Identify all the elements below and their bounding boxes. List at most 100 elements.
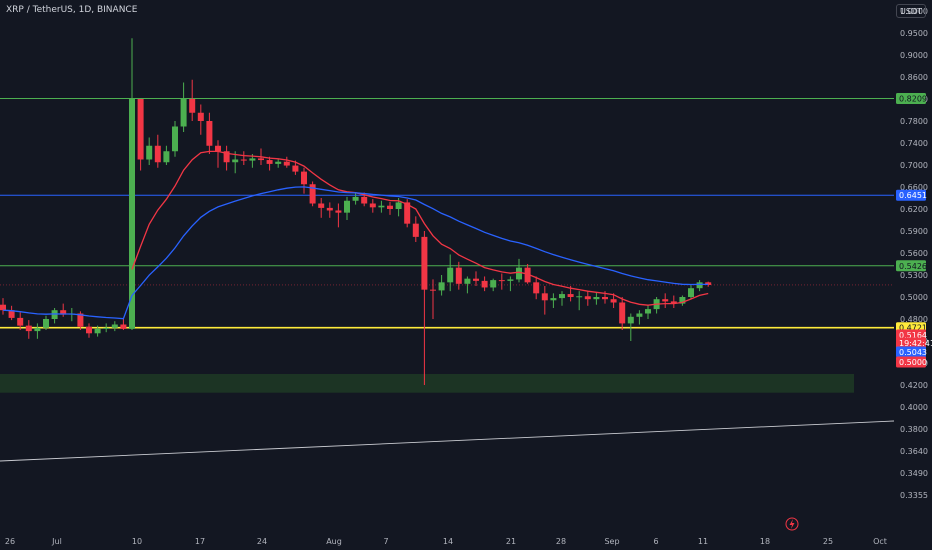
candle-body	[662, 299, 669, 302]
candle-body	[567, 294, 574, 297]
candle-body	[301, 171, 307, 185]
time-tick-label: 6	[653, 537, 658, 546]
candle-body	[507, 279, 514, 281]
price-tag: 0.5043	[899, 348, 927, 357]
support-zone	[0, 374, 854, 393]
price-tag-bg	[896, 356, 926, 368]
time-tick-label: 7	[383, 537, 388, 546]
level-price-tag: 0.8209	[899, 95, 927, 104]
candle-body	[232, 159, 239, 163]
price-tick-label: 0.5300	[900, 271, 928, 280]
candle-body	[197, 112, 204, 121]
candle-body	[670, 301, 677, 304]
candle-body	[34, 327, 41, 332]
level-price-tag-bg	[896, 260, 926, 272]
candle-body	[335, 210, 342, 213]
price-tick-label: 0.9500	[900, 29, 928, 38]
candle-body	[602, 297, 608, 300]
time-tick-label: 11	[698, 537, 708, 546]
candle-body	[430, 289, 436, 291]
time-tick-label: Oct	[873, 537, 887, 546]
candle-body	[619, 302, 626, 324]
candle-body	[490, 280, 497, 288]
price-tick-label: 0.4200	[900, 381, 928, 390]
candle-body	[51, 310, 58, 319]
candle-body	[352, 196, 359, 201]
time-tick-label: 21	[506, 537, 516, 546]
price-tick-label: 0.3490	[900, 469, 928, 478]
trend-line	[0, 420, 895, 462]
time-tick-label: 28	[556, 537, 566, 546]
time-tick-label: Jul	[51, 537, 62, 546]
price-tag-bg	[896, 346, 926, 358]
price-tick-label: 0.4000	[900, 403, 928, 412]
price-tick-label: 0.7000	[900, 161, 928, 170]
candle-body	[576, 296, 583, 298]
price-tick-label: 0.3640	[900, 447, 928, 456]
candle-body	[705, 282, 712, 285]
candle-body	[86, 326, 92, 334]
candle-body	[404, 202, 411, 224]
candle-body	[258, 158, 264, 161]
candle-body	[275, 161, 282, 164]
candle-body	[240, 159, 247, 161]
candle-body	[8, 310, 15, 318]
candle-body	[154, 145, 161, 163]
level-price-tag-bg	[896, 189, 926, 201]
candle-body	[25, 325, 32, 332]
candle-body	[516, 267, 522, 280]
price-tick-label: 0.6200	[900, 205, 928, 214]
time-tick-label: 25	[823, 537, 833, 546]
candles	[0, 38, 712, 385]
candle-body	[326, 207, 333, 211]
candle-body	[0, 304, 6, 311]
candle-body	[17, 317, 24, 326]
time-tick-label: Aug	[326, 537, 342, 546]
price-tick-label: 0.7400	[900, 139, 928, 148]
time-axis[interactable]: 26 Jul 10 17 24 Aug 7 14 21 28 Sep 6 11 18 25 Oct	[5, 537, 887, 546]
ema-slow-line	[2, 186, 709, 320]
candle-body	[180, 99, 187, 127]
candle-body	[172, 126, 178, 152]
support-zone-rect	[0, 374, 854, 393]
candle-body	[378, 205, 385, 208]
price-tick-label: 0.3355	[900, 491, 928, 500]
level-price-tag-bg	[896, 93, 926, 105]
price-tag-bg	[896, 337, 926, 349]
level-price-tag: 0.6451	[899, 191, 927, 200]
price-axis[interactable]: 1.00000.95000.90000.86000.82000.78000.74…	[900, 7, 928, 500]
candle-body	[421, 236, 428, 290]
candle-body	[77, 313, 84, 327]
time-tick-label: 26	[5, 537, 15, 546]
candle-body	[94, 328, 101, 334]
price-tick-label: 0.4800	[900, 315, 928, 324]
candle-body	[369, 203, 376, 208]
time-tick-label: 14	[443, 537, 453, 546]
candle-body	[455, 267, 462, 284]
price-tick-label: 0.5600	[900, 249, 928, 258]
candle-body	[688, 288, 694, 297]
price-tick-label: 0.5000	[900, 293, 928, 302]
candle-body	[215, 145, 221, 152]
candle-body	[696, 282, 703, 289]
candle-body	[498, 280, 505, 282]
price-tick-label: 0.9000	[900, 51, 928, 60]
candle-body	[447, 267, 454, 283]
candle-body	[533, 282, 540, 294]
lightning-icon[interactable]	[785, 517, 799, 531]
price-tick-label: 0.8600	[900, 73, 928, 82]
candle-body	[412, 223, 419, 237]
currency-button[interactable]: USDT	[896, 4, 926, 18]
level-price-tag: 0.4721	[899, 324, 927, 333]
candle-body	[137, 99, 144, 160]
candle-body	[524, 267, 531, 283]
candle-body	[206, 121, 213, 146]
candle-body	[163, 151, 170, 163]
price-tag: 19:42:41	[899, 339, 932, 348]
candle-body	[43, 319, 49, 328]
candle-body	[344, 200, 350, 213]
candle-body	[541, 293, 548, 301]
candle-body	[387, 205, 393, 209]
time-tick-label: 18	[760, 537, 770, 546]
